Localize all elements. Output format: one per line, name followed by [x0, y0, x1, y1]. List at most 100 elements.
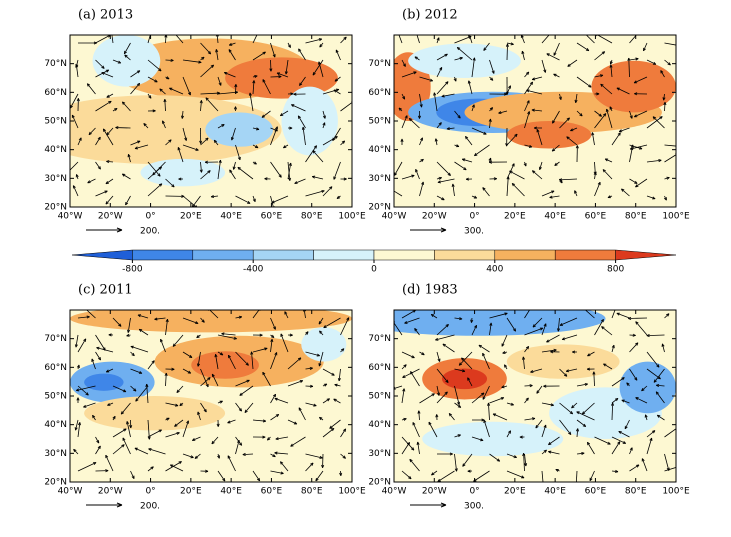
wind-vector	[75, 64, 79, 78]
arrow-head	[555, 469, 559, 472]
arrow-head	[529, 384, 533, 388]
color-swatch	[434, 249, 496, 261]
arrow-head	[543, 384, 547, 388]
arrow-head	[126, 333, 130, 337]
wind-vector	[454, 402, 462, 408]
wind-vector	[200, 377, 211, 387]
arrow-head	[548, 441, 552, 446]
arrow-head	[467, 469, 471, 473]
arrow-head	[437, 180, 441, 184]
wind-vector	[465, 136, 473, 146]
anomaly	[281, 86, 338, 156]
arrow-head	[521, 50, 525, 55]
arrow-head	[289, 333, 293, 337]
arrow-head	[553, 73, 557, 77]
anomaly	[70, 310, 352, 333]
wind-vector	[594, 74, 604, 78]
wind-vector	[197, 351, 201, 367]
lon-label: 40°W	[382, 212, 407, 222]
wind-vector	[559, 419, 572, 435]
arrow-head	[438, 122, 442, 126]
arrow-head	[247, 200, 251, 204]
arrow-head	[319, 455, 323, 459]
reference-label: 300.	[464, 227, 484, 237]
wind-vector	[541, 59, 546, 73]
arrow-head	[137, 314, 142, 318]
wind-vector	[213, 139, 219, 146]
wind-vector	[401, 310, 416, 319]
arrow-head	[439, 67, 443, 71]
lon-label: 0°	[469, 487, 479, 497]
arrow-head	[329, 425, 333, 429]
arrow-head	[570, 128, 574, 132]
lat-label: 40°N	[368, 145, 391, 155]
wind-vector	[657, 414, 665, 421]
arrow-head	[666, 313, 670, 317]
arrow-head	[512, 328, 517, 332]
arrow-head	[410, 371, 414, 375]
arrow-head	[445, 324, 449, 328]
wind-vector	[419, 393, 435, 404]
arrow-head	[205, 469, 209, 473]
wind-vector	[524, 71, 530, 78]
arrow-head	[313, 403, 317, 407]
arrow-head	[456, 46, 461, 51]
wind-vector	[641, 385, 648, 392]
wind-vector	[332, 127, 341, 141]
wind-vector	[285, 59, 289, 75]
arrow-head	[549, 195, 553, 199]
wind-vector	[294, 178, 306, 184]
arrow-head	[92, 414, 96, 419]
arrow-head	[582, 423, 587, 427]
wind-vector	[468, 35, 473, 44]
wind-vector	[482, 385, 490, 400]
arrow-head	[428, 421, 432, 426]
arrow-head	[496, 458, 501, 462]
arrow-head	[595, 35, 598, 37]
arrow-head	[195, 147, 199, 151]
wind-vector	[95, 161, 101, 170]
wind-vector	[619, 127, 630, 132]
arrow-head	[309, 366, 313, 370]
arrow-head	[509, 170, 513, 174]
arrow-head	[455, 144, 460, 148]
arrow-head	[403, 417, 407, 421]
wind-vector	[147, 429, 162, 438]
wind-vector	[237, 166, 254, 180]
arrow-head	[588, 84, 592, 88]
arrow-head	[177, 147, 181, 151]
wind-vector	[611, 377, 625, 387]
wind-vector	[165, 59, 174, 61]
wind-vector	[322, 136, 338, 146]
arrow-head	[256, 477, 261, 482]
arrow-head	[237, 156, 241, 161]
arrow-head	[663, 197, 667, 201]
arrow-head	[601, 51, 606, 55]
wind-vector	[130, 82, 141, 95]
wind-vector	[287, 380, 303, 387]
arrow-head	[548, 450, 552, 454]
arrow-head	[275, 414, 280, 418]
wind-vector	[611, 402, 614, 421]
wind-vector	[159, 88, 166, 95]
wind-vector	[182, 351, 193, 358]
arrow-head	[264, 347, 268, 351]
arrow-head	[635, 321, 639, 325]
arrow-head	[337, 377, 341, 382]
wind-vector	[635, 397, 648, 404]
wind-vector	[570, 127, 578, 132]
lat-label: 30°N	[44, 449, 67, 459]
wind-vector	[593, 371, 595, 387]
wind-vector	[630, 144, 648, 150]
arrow-head	[221, 124, 225, 128]
lon-label: 40°W	[58, 487, 83, 497]
arrow-head	[194, 455, 198, 459]
arrow-head	[105, 469, 109, 473]
wind-vector	[239, 385, 254, 396]
arrow-head	[197, 411, 201, 415]
lat-label: 70°N	[368, 334, 391, 344]
wind-vector	[137, 314, 149, 319]
arrow-head	[411, 174, 415, 178]
wind-vector	[244, 402, 254, 413]
wind-vector	[252, 35, 258, 44]
